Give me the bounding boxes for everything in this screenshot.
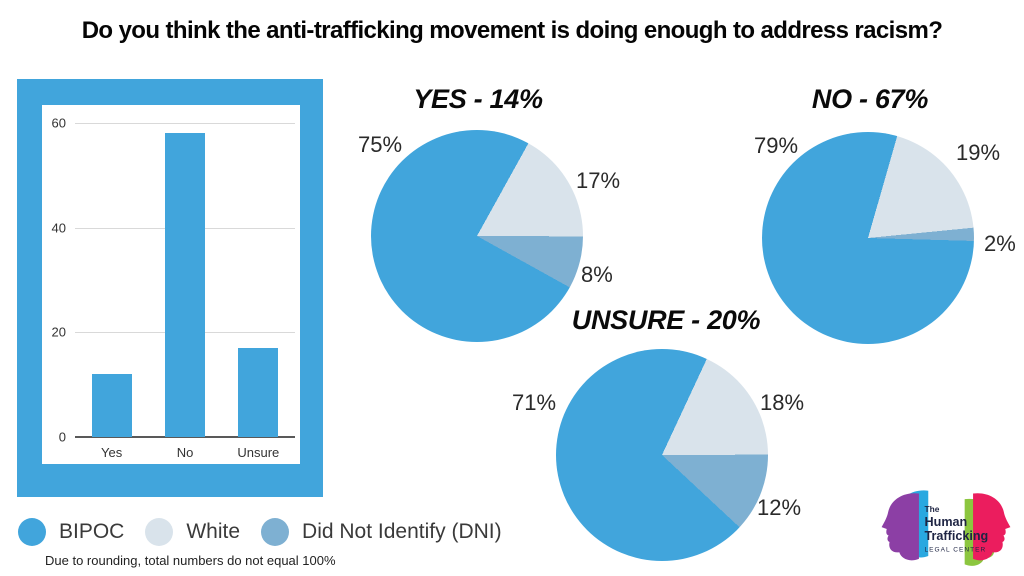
logo-text-trafficking: Trafficking — [925, 529, 989, 543]
legend-label-dni: Did Not Identify (DNI) — [302, 520, 502, 543]
x-axis-line — [75, 436, 295, 438]
page-title: Do you think the anti-trafficking moveme… — [81, 17, 943, 44]
htlc-logo: The Human Trafficking LEGAL CENTER — [881, 490, 1011, 566]
bar-yes — [91, 374, 132, 437]
rounding-footnote: Due to rounding, total numbers do not eq… — [45, 553, 336, 568]
left-face-icon — [881, 490, 929, 561]
pie-unsure-label-bipoc: 71% — [512, 390, 557, 415]
x-axis-label-unsure: Unsure — [237, 445, 280, 460]
right-face-icon — [964, 493, 1011, 566]
white-swatch-icon — [145, 518, 174, 546]
y-axis-tick-label: 20 — [51, 324, 66, 340]
x-axis-label-no: No — [176, 445, 194, 460]
logo-text-the: The — [925, 504, 940, 514]
pie-no-label-bipoc: 79% — [754, 133, 799, 158]
x-axis-label-yes: Yes — [101, 445, 123, 460]
pie-no-label-white: 19% — [956, 140, 1001, 165]
legend-item-white: White — [145, 518, 240, 546]
logo-text-human: Human — [925, 515, 968, 529]
bar-chart-frame: 0 20 40 60 Yes No Unsure — [17, 79, 323, 497]
legend-label-white: White — [186, 520, 241, 543]
pie-unsure-label-white: 18% — [760, 390, 805, 415]
dni-swatch-icon — [261, 518, 290, 546]
legend-label-bipoc: BIPOC — [59, 520, 125, 543]
pie-yes-label-white: 17% — [576, 168, 621, 193]
pie-yes-label-bipoc: 75% — [358, 132, 403, 157]
y-axis-tick-label: 0 — [58, 429, 66, 445]
pie-chart-yes — [371, 130, 583, 342]
pie-yes-label-dni: 8% — [581, 262, 613, 287]
gridline — [75, 123, 295, 124]
bar-no — [165, 133, 205, 437]
pie-chart-unsure — [556, 349, 768, 561]
legend-item-dni: Did Not Identify (DNI) — [261, 518, 502, 546]
legend-item-bipoc: BIPOC — [18, 518, 124, 546]
bipoc-swatch-icon — [18, 518, 46, 546]
y-axis-tick-label: 60 — [51, 115, 66, 131]
legend: BIPOC White Did Not Identify (DNI) — [18, 518, 502, 546]
bar-unsure — [238, 348, 279, 437]
pie-title-no: NO - 67% — [811, 84, 929, 114]
pie-chart-no — [762, 132, 974, 344]
pie-title-unsure: UNSURE - 20% — [571, 305, 761, 335]
pie-unsure-label-dni: 12% — [757, 495, 802, 520]
y-axis-tick-label: 40 — [51, 220, 66, 236]
bar-chart-area: 0 20 40 60 Yes No Unsure — [42, 105, 300, 464]
logo-text-legal-center: LEGAL CENTER — [925, 546, 987, 553]
bar-chart: 0 20 40 60 Yes No Unsure — [52, 116, 295, 460]
pie-title-yes: YES - 14% — [413, 84, 543, 114]
pie-no-label-dni: 2% — [984, 231, 1016, 256]
